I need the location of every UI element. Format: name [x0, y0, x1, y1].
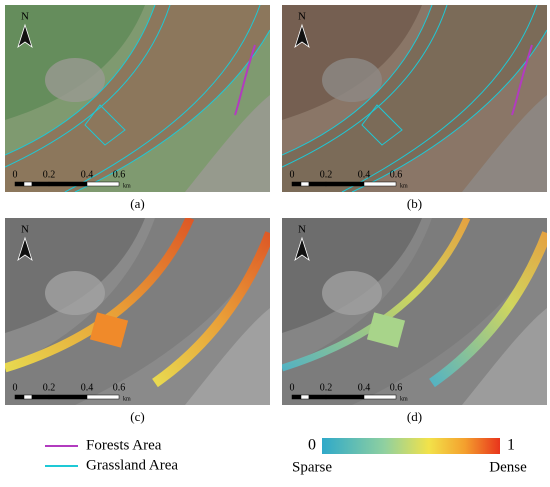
density-band: [5, 218, 195, 373]
panel: N 0 0.2 0.4 0.6 km: [282, 218, 547, 405]
town: [462, 95, 547, 192]
scale-bar: [325, 181, 365, 187]
village: [322, 58, 382, 102]
town: [185, 308, 270, 405]
scale-unit: km: [123, 396, 131, 402]
town: [185, 95, 270, 192]
village: [322, 271, 382, 315]
scale-bar: [363, 394, 397, 400]
panel-caption: (a): [130, 196, 144, 211]
panel-caption: (c): [130, 409, 144, 424]
scale-label: 0.4: [358, 382, 371, 393]
colorbar-low: Sparse: [292, 459, 332, 475]
panel: N 0 0.2 0.4 0.6 km: [5, 5, 270, 192]
scale-bar: [363, 181, 397, 187]
forest-outline: [234, 44, 256, 116]
scale-label: 0: [290, 382, 295, 393]
panel-caption: (b): [407, 196, 422, 211]
scale-label: 0.4: [81, 169, 94, 180]
scale-bar: [31, 181, 50, 187]
scale-bar: [14, 181, 25, 187]
village: [45, 58, 105, 102]
density-patch: [366, 312, 406, 348]
north-arrow: [294, 23, 310, 49]
scale-bar: [86, 394, 120, 400]
panel-image: [5, 5, 270, 192]
density-band: [152, 231, 270, 388]
river: [282, 5, 547, 192]
scale-bar: [23, 181, 33, 187]
north-label: N: [298, 224, 306, 236]
grassland-outline: [74, 29, 270, 192]
river: [5, 218, 270, 405]
scale-unit: km: [400, 396, 408, 402]
scale-unit: km: [123, 183, 131, 189]
river: [282, 218, 547, 405]
scale-label: 0.4: [81, 382, 94, 393]
north-arrow: [294, 236, 310, 262]
panel-image: [282, 218, 547, 405]
scale-bar: [300, 181, 310, 187]
density-patch: [89, 312, 129, 348]
scale-bar: [291, 181, 302, 187]
scale-bar: [325, 394, 365, 400]
scale-bar: [48, 181, 88, 187]
scale-label: 0.2: [43, 382, 56, 393]
north-label: N: [21, 11, 29, 23]
colorbar-min: 0: [308, 437, 316, 454]
forest-outline: [511, 44, 533, 116]
north-arrow: [17, 23, 33, 49]
grassland-outline: [282, 5, 448, 168]
grassland-outline: [64, 5, 261, 192]
grassland-outline: [84, 104, 126, 146]
grassland-outline: [341, 5, 538, 192]
scale-bar: [14, 394, 25, 400]
scale-label: 0.2: [320, 169, 333, 180]
grassland-outline: [282, 5, 433, 156]
colorbar: [322, 438, 500, 454]
scale-bar: [291, 394, 302, 400]
north-label: N: [298, 11, 306, 23]
river: [5, 5, 270, 192]
legend-label: Forests Area: [86, 437, 162, 453]
density-band: [282, 218, 471, 372]
grassland-outline: [5, 5, 171, 168]
panel-caption: (d): [407, 409, 422, 424]
colorbar-high: Dense: [489, 459, 527, 475]
scale-bar: [23, 394, 33, 400]
grassland-outline: [361, 104, 403, 146]
scale-bar: [308, 394, 327, 400]
density-band: [429, 231, 547, 388]
panel-image: [282, 5, 547, 192]
legend-label: Grassland Area: [86, 457, 178, 473]
scale-label: 0: [13, 169, 18, 180]
scale-label: 0.2: [320, 382, 333, 393]
grassland-outline: [5, 5, 156, 156]
scale-bar: [308, 181, 327, 187]
scale-label: 0.6: [113, 382, 126, 393]
scale-bar: [31, 394, 50, 400]
scale-label: 0.6: [113, 169, 126, 180]
grassland-outline: [351, 29, 547, 192]
scale-bar: [86, 181, 120, 187]
scale-bar: [300, 394, 310, 400]
panel: N 0 0.2 0.4 0.6 km: [5, 218, 270, 405]
panel: N 0 0.2 0.4 0.6 km: [282, 5, 547, 192]
scale-label: 0: [290, 169, 295, 180]
scale-bar: [48, 394, 88, 400]
town: [462, 308, 547, 405]
scale-unit: km: [400, 183, 408, 189]
panel-image: [5, 218, 270, 405]
village: [45, 271, 105, 315]
scale-label: 0: [13, 382, 18, 393]
scale-label: 0.2: [43, 169, 56, 180]
colorbar-max: 1: [507, 437, 515, 454]
scale-label: 0.6: [390, 382, 403, 393]
scale-label: 0.4: [358, 169, 371, 180]
scale-label: 0.6: [390, 169, 403, 180]
north-label: N: [21, 224, 29, 236]
north-arrow: [17, 236, 33, 262]
